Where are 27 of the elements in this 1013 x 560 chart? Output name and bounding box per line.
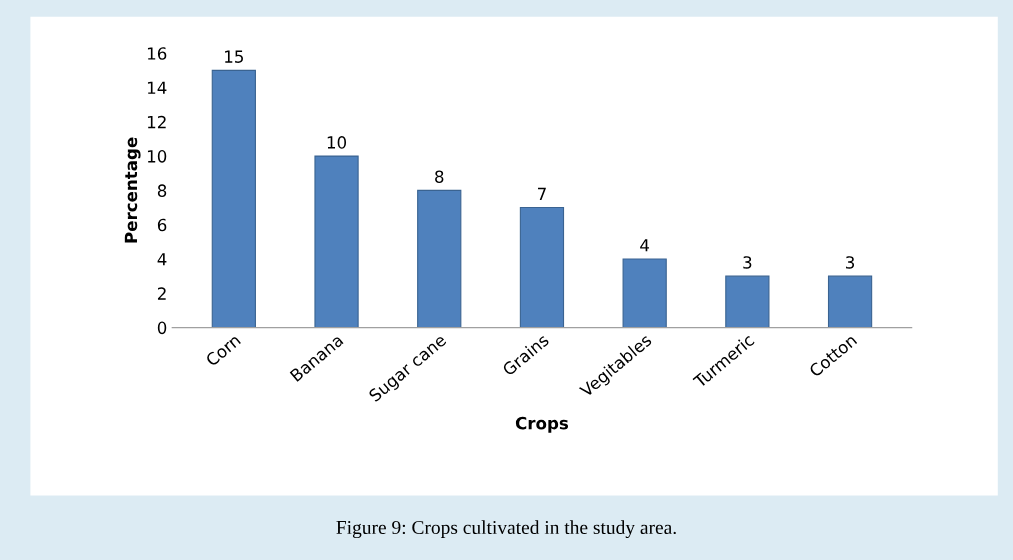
bar	[827, 275, 873, 328]
bar	[417, 189, 462, 328]
data-label: 8	[435, 170, 444, 183]
data-label: 3	[743, 256, 752, 269]
bar	[622, 258, 667, 328]
y-tick-label: 8	[157, 184, 167, 197]
data-label: 4	[640, 239, 650, 252]
data-label: 3	[846, 256, 855, 269]
bar	[519, 206, 565, 328]
data-label: 15	[225, 50, 243, 63]
y-tick-label: 2	[157, 287, 166, 300]
bar	[314, 155, 359, 328]
bar	[725, 275, 770, 328]
data-label: 7	[538, 187, 546, 200]
y-tick-label: 16	[147, 47, 167, 60]
x-tick-label: Corn	[204, 333, 242, 367]
x-axis-title: Crops	[515, 416, 569, 433]
y-tick-label: 12	[147, 115, 166, 129]
y-tick-label: 4	[157, 253, 167, 266]
caption: Figure 9: Crops cultivated in the study area.	[336, 520, 676, 539]
y-tick-label: 10	[147, 150, 167, 163]
bar	[211, 69, 256, 328]
y-tick-label: 0	[157, 321, 167, 335]
data-label: 10	[327, 136, 347, 149]
y-axis-title: Percentage	[124, 137, 141, 243]
y-tick-label: 6	[157, 218, 167, 232]
y-tick-label: 14	[147, 81, 167, 94]
